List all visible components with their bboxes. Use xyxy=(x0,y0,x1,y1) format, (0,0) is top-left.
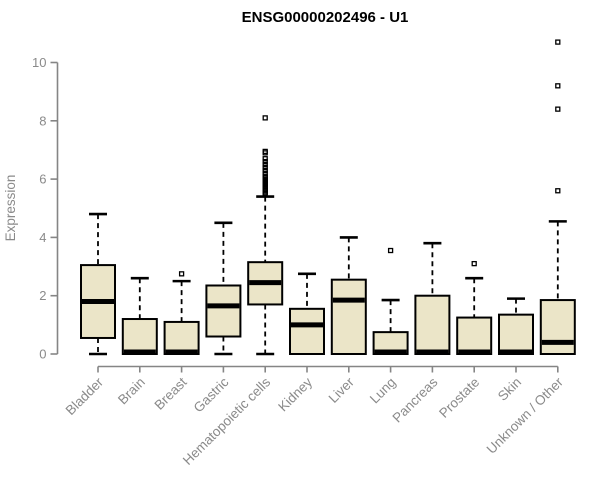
outlier-point xyxy=(262,148,268,155)
outlier-point xyxy=(262,170,268,176)
x-tick-label-liver: Liver xyxy=(326,374,358,406)
x-tick-label-bladder: Bladder xyxy=(63,374,107,418)
outlier-point xyxy=(262,156,268,162)
x-tick-label-brain: Brain xyxy=(115,375,148,408)
outlier-point xyxy=(555,39,561,45)
y-tick-label: 10 xyxy=(32,55,46,70)
outlier-point xyxy=(262,115,268,121)
y-axis-title: Expression xyxy=(3,175,18,242)
outlier-point xyxy=(262,158,268,165)
x-tick-label-prostate: Prostate xyxy=(436,375,482,421)
outlier-point xyxy=(555,83,561,89)
box-prostate xyxy=(456,316,493,355)
x-tick-label-gastric: Gastric xyxy=(191,374,232,415)
outlier-point xyxy=(262,164,268,171)
outlier-point xyxy=(262,161,268,168)
box-pancreas xyxy=(414,294,451,356)
x-tick-label-pancreas: Pancreas xyxy=(390,374,441,425)
box-unknown-other xyxy=(539,299,576,356)
y-tick-label: 0 xyxy=(39,347,46,362)
y-tick-label: 6 xyxy=(39,172,46,187)
box-kidney xyxy=(289,307,325,356)
outlier-point xyxy=(555,106,561,112)
box-gastric xyxy=(205,284,242,338)
chart-title: ENSG00000202496 - U1 xyxy=(242,9,409,26)
y-tick-label: 2 xyxy=(39,288,46,303)
box-liver xyxy=(330,278,367,356)
y-tick-label: 4 xyxy=(39,230,46,245)
outlier-point xyxy=(471,260,477,267)
x-tick-label-lung: Lung xyxy=(367,375,399,407)
outlier-point xyxy=(262,167,268,174)
outlier-point xyxy=(262,173,268,179)
outlier-point xyxy=(555,188,561,194)
x-tick-label-kidney: Kidney xyxy=(275,374,315,414)
x-tick-label-unknown-other: Unknown / Other xyxy=(484,374,567,457)
outlier-point xyxy=(178,271,185,277)
outlier-point xyxy=(387,247,394,254)
box-breast xyxy=(163,320,200,355)
y-tick-label: 8 xyxy=(39,113,46,128)
box-skin xyxy=(498,313,534,355)
x-tick-label-breast: Breast xyxy=(152,374,190,412)
x-tick-label-skin: Skin xyxy=(495,375,524,404)
box-brain xyxy=(121,318,158,355)
